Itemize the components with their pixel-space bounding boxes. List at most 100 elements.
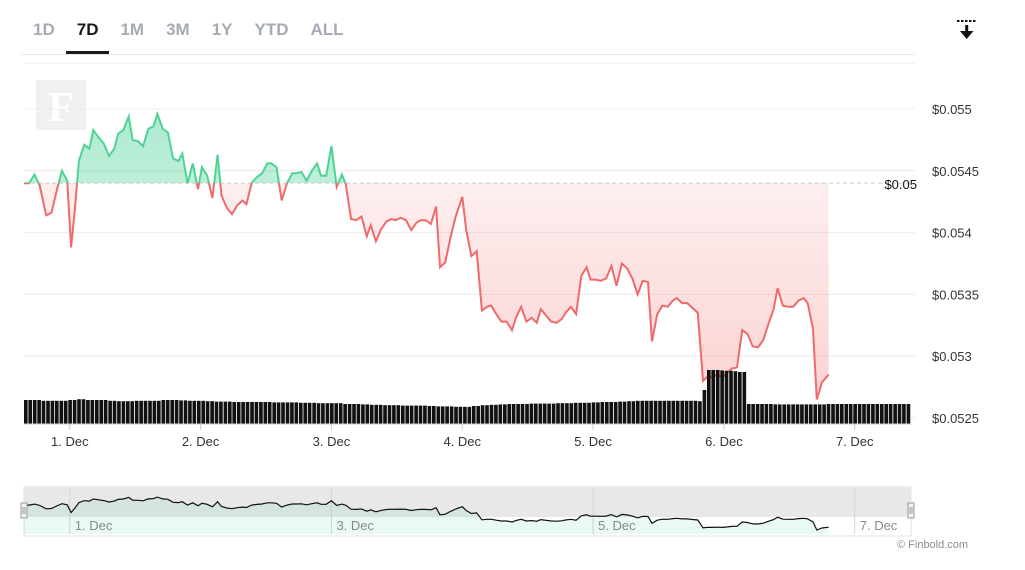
volume-bar (720, 370, 724, 424)
volume-bar (90, 400, 95, 424)
volume-bar (290, 402, 294, 424)
volume-bar (596, 402, 600, 424)
volume-bar (467, 406, 472, 424)
volume-bar (760, 404, 764, 424)
volume-bar (303, 402, 308, 424)
volume-bar (68, 400, 72, 424)
volume-bar (37, 400, 41, 424)
volume-bar (844, 404, 849, 424)
navigator-handle-right[interactable] (907, 502, 915, 519)
tab-1d[interactable]: 1D (33, 20, 55, 39)
volume-bar (232, 402, 237, 424)
y-tick-label: $0.055 (932, 102, 972, 117)
volume-bar (507, 404, 512, 424)
volume-bar (95, 400, 99, 424)
credit-text: © Finbold.com (897, 539, 969, 551)
volume-bar (405, 405, 410, 424)
volume-bar (480, 405, 485, 424)
volume-bar (640, 400, 645, 424)
volume-bar (46, 400, 50, 424)
volume-bar (192, 400, 197, 424)
volume-bar (401, 405, 405, 424)
volume-bar (906, 404, 911, 424)
volume-bar (746, 404, 751, 424)
tab-ytd[interactable]: YTD (254, 20, 289, 39)
volume-bar (281, 402, 285, 424)
volume-bar (649, 400, 653, 424)
volume-bar (671, 400, 676, 424)
tabs-divider (22, 54, 915, 55)
volume-bar (578, 402, 583, 424)
volume-bar (733, 371, 738, 424)
tab-all[interactable]: ALL (310, 20, 344, 39)
volume-bar (352, 404, 356, 424)
volume-bar (99, 400, 104, 424)
volume-bar (148, 400, 152, 424)
volume-bar (715, 370, 720, 424)
volume-bar (888, 404, 893, 424)
volume-bar (658, 400, 662, 424)
x-tick-label: 2. Dec (182, 434, 220, 449)
volume-bar (573, 402, 578, 424)
volume-bar (538, 403, 543, 424)
volume-bar (698, 401, 702, 424)
volume-bar (556, 403, 560, 424)
x-tick-label: 7. Dec (836, 434, 874, 449)
volume-bar (32, 400, 37, 424)
volume-bar (236, 402, 241, 424)
volume-bar (369, 404, 374, 424)
volume-bar (223, 401, 228, 424)
volume-bar (41, 400, 46, 424)
line-up (24, 110, 347, 184)
volume-bar (795, 404, 800, 424)
volume-bar (684, 400, 689, 424)
volume-bar (902, 404, 906, 424)
navigator-tick-label: 3. Dec (336, 518, 374, 533)
volume-bar (813, 404, 818, 424)
volume-bar (103, 400, 108, 424)
y-tick-label: $0.0525 (932, 411, 979, 426)
volume-bar (791, 404, 795, 424)
volume-bar (307, 402, 312, 424)
volume-bar (751, 404, 755, 424)
volume-bar (228, 401, 232, 424)
volume-bar (334, 403, 339, 424)
volume-bar (742, 372, 747, 424)
volume-bar (591, 402, 596, 424)
volume-bar (618, 401, 622, 424)
volume-bar (777, 404, 782, 424)
volume-bar (769, 404, 773, 424)
tab-7d[interactable]: 7D (65, 12, 110, 54)
volume-bar (503, 404, 507, 424)
volume-bar (179, 400, 183, 424)
navigator-labels: 1. Dec 3. Dec 5. Dec 7. Dec (75, 518, 898, 533)
volume-bar (804, 404, 809, 424)
download-icon[interactable] (955, 18, 979, 42)
volume-bar (853, 404, 857, 424)
volume-bar (755, 404, 760, 424)
volume-bar (680, 400, 685, 424)
tab-1y[interactable]: 1Y (211, 20, 233, 39)
volume-bar (214, 401, 219, 424)
volume-bar (134, 400, 139, 424)
finbold-logo: F (36, 80, 86, 131)
volume-bar (875, 404, 880, 424)
y-tick-label: $0.053 (932, 349, 972, 364)
volume-bar (560, 403, 565, 424)
volume-bar (471, 406, 476, 424)
volume-bar (24, 400, 28, 424)
volume-bar (454, 406, 458, 424)
navigator[interactable]: 1. Dec 3. Dec 5. Dec 7. Dec (20, 486, 915, 537)
volume-bar (325, 403, 330, 424)
volume-bar (338, 403, 343, 424)
volume-bar (809, 404, 813, 424)
volume-bar (414, 405, 418, 424)
navigator-handle-left[interactable] (20, 502, 28, 519)
tab-1m[interactable]: 1M (120, 20, 145, 39)
tab-3m[interactable]: 3M (166, 20, 190, 39)
volume-bar (840, 404, 844, 424)
volume-bar (409, 405, 414, 424)
volume-bar (520, 404, 525, 424)
volume-bar (534, 403, 538, 424)
